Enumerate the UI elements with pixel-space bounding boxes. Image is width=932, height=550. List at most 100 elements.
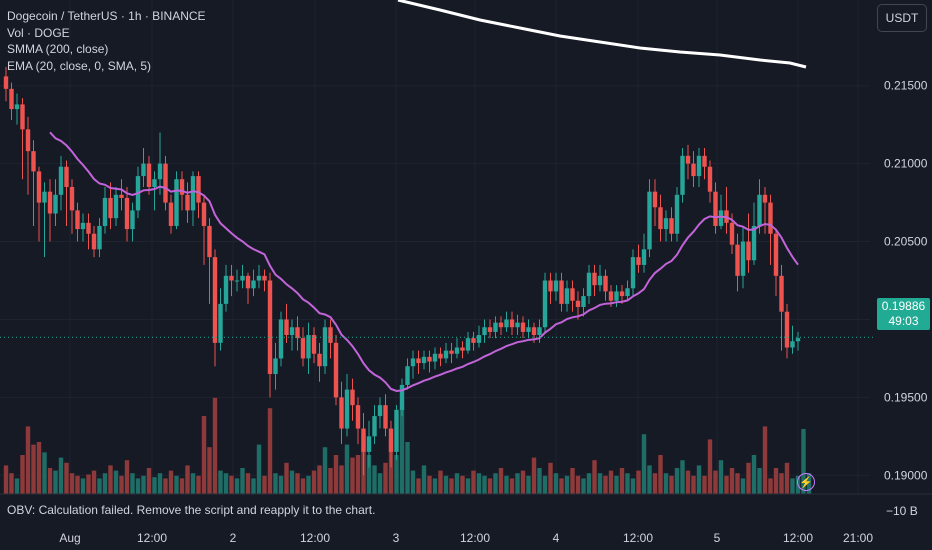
time-tick-label: 12:00 <box>137 531 167 545</box>
volume-bar <box>328 468 333 494</box>
volume-bar <box>273 473 278 494</box>
volume-bar <box>597 473 603 494</box>
candle-body <box>641 249 647 265</box>
lightning-icon[interactable]: ⚡ <box>797 473 815 491</box>
volume-bar <box>465 478 471 494</box>
candle-body <box>223 275 229 304</box>
volume-bar <box>240 468 245 494</box>
candle-body <box>113 194 119 219</box>
candle-body <box>394 409 399 452</box>
smma-indicator-label[interactable]: SMMA (200, close) <box>7 42 109 56</box>
volume-indicator-label[interactable]: Vol · DOGE <box>7 25 70 40</box>
candle-body <box>256 275 262 281</box>
candle-body <box>779 275 784 312</box>
candle-body <box>647 191 652 250</box>
volume-bar <box>207 447 212 494</box>
candle-body <box>306 335 311 359</box>
time-tick-label: 12:00 <box>623 531 653 545</box>
volume-bar <box>245 473 251 494</box>
candle-body <box>64 166 69 188</box>
candle-body <box>53 194 58 214</box>
volume-bar <box>658 455 663 494</box>
volume-bar <box>322 447 328 494</box>
candle-body <box>31 151 36 172</box>
candle-body <box>91 233 97 250</box>
volume-bar <box>592 460 597 494</box>
volume-bar <box>674 468 680 494</box>
candle-body <box>559 280 564 304</box>
candle-body <box>570 288 575 301</box>
volume-bar <box>102 473 108 494</box>
candle-body <box>685 155 691 164</box>
candlesticks <box>3 67 801 476</box>
volume-bar <box>91 470 97 494</box>
candle-body <box>542 280 548 328</box>
volume-bar <box>97 478 102 494</box>
candle-body <box>80 222 86 230</box>
volume-bar <box>652 473 658 494</box>
candle-body <box>229 275 234 281</box>
candle-body <box>663 218 669 230</box>
volume-bar <box>333 455 339 494</box>
volume-bar <box>515 473 520 494</box>
last-price-value: 0.19886 <box>881 299 926 313</box>
volume-bar <box>790 478 795 494</box>
volume-bar <box>36 442 42 494</box>
volume-bar <box>31 444 36 494</box>
candle-body <box>674 194 680 234</box>
candle-body <box>295 327 300 339</box>
candle-body <box>790 341 795 348</box>
candle-body <box>603 275 608 292</box>
candle-body <box>548 280 553 292</box>
volume-bar <box>25 426 31 494</box>
volume-bar <box>493 473 498 494</box>
volume-bar <box>69 473 75 494</box>
symbol-title[interactable]: Dogecoin / TetherUS · 1h · BINANCE <box>7 9 206 23</box>
volume-bar <box>416 478 421 494</box>
volume-bar <box>223 473 229 494</box>
ema-indicator-label[interactable]: EMA (20, close, 0, SMA, 5) <box>7 58 152 73</box>
candle-body <box>707 166 713 192</box>
candle-body <box>449 350 454 354</box>
candle-body <box>581 296 586 307</box>
candle-body <box>757 194 762 226</box>
candle-body <box>75 210 80 230</box>
candle-body <box>454 347 460 354</box>
candle-body <box>47 191 53 214</box>
candle-body <box>196 176 201 203</box>
volume-bar <box>487 478 493 494</box>
volume-bar <box>751 455 757 494</box>
currency-button[interactable]: USDT <box>877 4 927 32</box>
volume-bar <box>163 478 168 494</box>
candle-body <box>333 342 339 398</box>
volume-bar <box>3 465 9 494</box>
volume-bar <box>647 465 652 494</box>
candle-body <box>482 327 487 336</box>
time-tick-label: 21:00 <box>843 531 873 545</box>
volume-bar <box>531 457 537 494</box>
volume-bar <box>608 470 614 494</box>
volume-bar <box>691 475 696 494</box>
volume-bar <box>575 475 581 494</box>
volume-bar <box>311 470 317 494</box>
volume-bar <box>520 470 526 494</box>
time-tick-label: 12:00 <box>460 531 490 545</box>
candle-body <box>207 225 212 258</box>
volume-bar <box>300 478 306 494</box>
volume-bar <box>267 408 273 494</box>
candle-body <box>537 327 542 336</box>
volume-bar <box>284 462 289 494</box>
volume-bar <box>410 470 416 494</box>
price-tick-label: 0.19000 <box>884 468 928 482</box>
time-axis[interactable]: Aug 12:00 2 12:00 3 12:00 4 12:00 5 12:00 21:00 <box>59 531 873 545</box>
candle-body <box>366 436 372 452</box>
candle-body <box>702 155 707 167</box>
volume-bar <box>729 468 735 494</box>
candle-body <box>372 416 377 437</box>
volume-bar <box>135 478 141 494</box>
candle-body <box>465 338 471 351</box>
volume-bar <box>306 475 311 494</box>
candle-body <box>652 191 658 208</box>
candle-body <box>163 163 168 203</box>
